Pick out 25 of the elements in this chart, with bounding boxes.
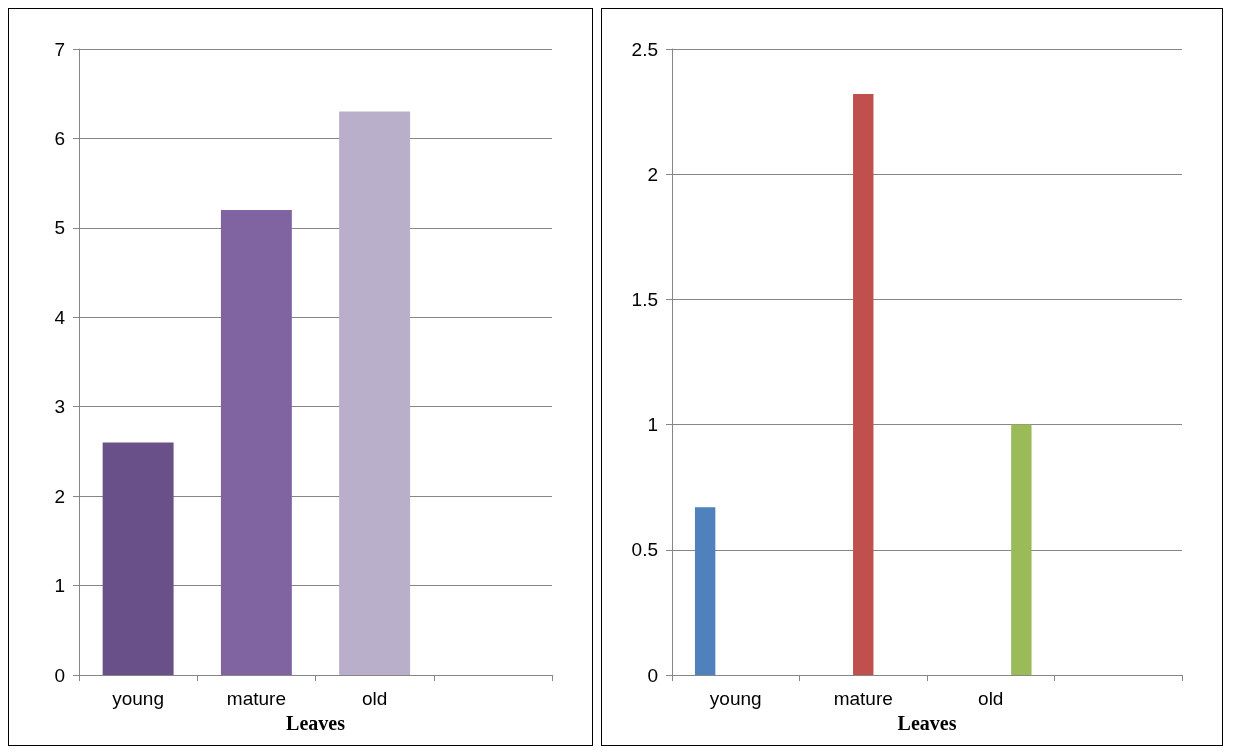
x-axis-title: Leaves — [286, 712, 346, 734]
x-tick-label: mature — [226, 688, 286, 709]
y-tick-label: 4 — [54, 306, 66, 328]
y-tick-label: 0.5 — [631, 539, 658, 561]
x-tick-label: young — [112, 688, 165, 709]
x-tick-label: old — [978, 688, 1004, 709]
y-tick-label: 0 — [54, 664, 65, 686]
bar — [339, 111, 411, 675]
bar — [220, 209, 292, 675]
y-tick-label: 1 — [647, 414, 658, 436]
y-tick-label: 1 — [54, 575, 65, 597]
x-tick-label: old — [361, 688, 388, 709]
y-tick-label: 1.5 — [631, 288, 658, 310]
x-tick-label: mature — [833, 688, 893, 709]
y-tick-label: 5 — [54, 217, 65, 239]
y-tick-label: 3 — [54, 396, 65, 418]
y-tick-label: 6 — [54, 127, 65, 149]
x-axis-title: Leaves — [897, 712, 957, 734]
y-tick-label: 7 — [54, 38, 65, 60]
y-tick-label: 2 — [54, 485, 65, 507]
y-tick-label: 0 — [647, 664, 658, 686]
x-tick-label: young — [709, 688, 762, 709]
bar — [102, 442, 174, 675]
y-tick-label: 2.5 — [631, 38, 658, 60]
y-tick-label: 2 — [647, 163, 658, 185]
